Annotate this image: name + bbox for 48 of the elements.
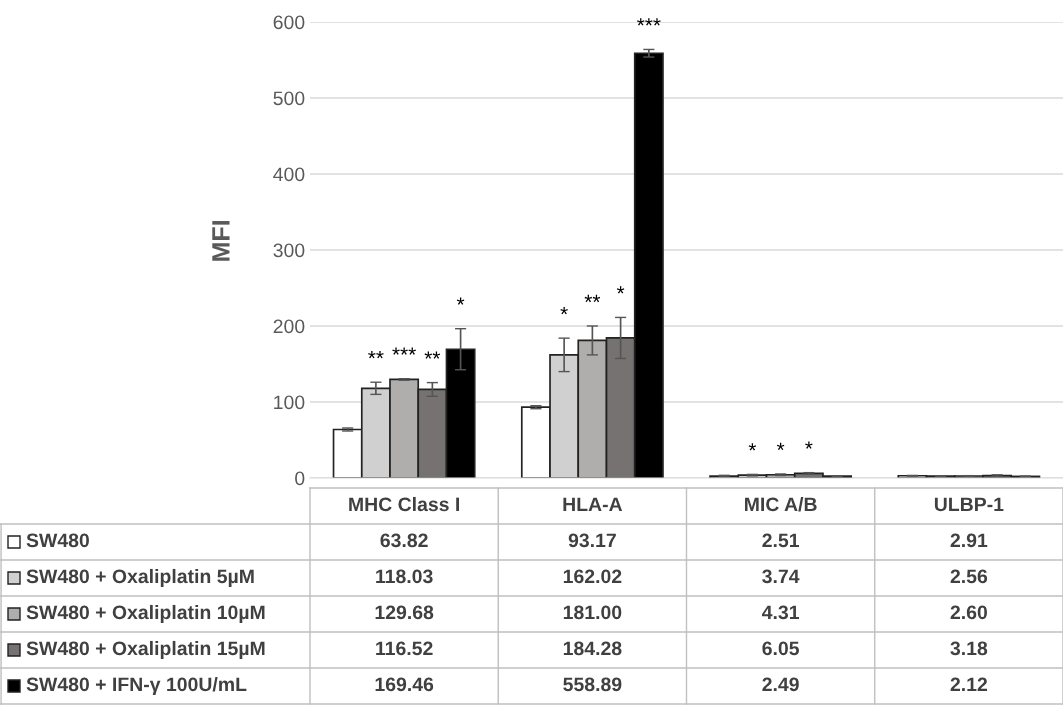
annotation: *** <box>637 18 661 26</box>
y-tick-label: 400 <box>273 167 305 182</box>
y-tick-label: 100 <box>274 395 305 410</box>
y-tick-label: 200 <box>273 319 305 334</box>
y-tick-label: 500 <box>273 91 305 106</box>
data-label: 184.28 <box>563 641 622 656</box>
y-tick-label: 600 <box>273 15 305 30</box>
data-label: 558.89 <box>563 677 622 692</box>
legend-label: SW480 + Oxaliplatin 15µM <box>26 640 265 660</box>
annotation: * <box>805 441 813 449</box>
data-label: 2.49 <box>762 677 799 692</box>
data-label: 169.46 <box>375 677 434 692</box>
data-label: 118.03 <box>376 569 433 584</box>
data-label: 2.51 <box>762 533 800 548</box>
x-tick-label: HLA-A <box>563 497 623 512</box>
annotation: ** <box>584 294 601 303</box>
data-label: 116.52 <box>376 641 433 656</box>
data-label: 2.60 <box>950 605 987 620</box>
y-tick-label: 0 <box>295 471 305 486</box>
data-label: 93.17 <box>568 533 616 548</box>
annotation: * <box>456 297 465 305</box>
data-label: 2.91 <box>950 533 988 548</box>
x-tick-label: MHC Class I <box>349 496 460 512</box>
legend-label: SW480 + Oxaliplatin 10µM <box>26 604 265 624</box>
data-label: 4.31 <box>762 605 800 620</box>
data-label: 162.02 <box>563 569 622 584</box>
annotation: ** <box>424 351 441 359</box>
data-label: 6.05 <box>762 641 800 656</box>
legend-label: SW480 <box>26 533 89 548</box>
y-axis-title: MFI <box>212 221 230 261</box>
data-label: 2.56 <box>950 569 988 584</box>
annotation: ** <box>368 351 384 359</box>
data-label: 129.68 <box>375 605 434 620</box>
legend-label: SW480 + IFN-γ 100U/mL <box>26 676 247 696</box>
annotation: * <box>748 443 757 451</box>
data-label: 3.74 <box>762 569 800 584</box>
x-tick-label: MIC A/B <box>745 496 817 512</box>
annotation: *** <box>392 347 416 355</box>
legend-label: SW480 + Oxaliplatin 5µM <box>26 568 254 588</box>
x-tick-label: ULBP-1 <box>934 497 1004 512</box>
data-label: 2.12 <box>950 677 988 692</box>
annotation: * <box>560 306 568 315</box>
annotation: * <box>776 442 785 451</box>
annotation: * <box>616 286 625 294</box>
y-tick-label: 300 <box>273 243 305 258</box>
data-label: 3.18 <box>950 641 988 656</box>
data-label: 181.00 <box>563 605 622 620</box>
data-label: 63.82 <box>380 533 428 548</box>
